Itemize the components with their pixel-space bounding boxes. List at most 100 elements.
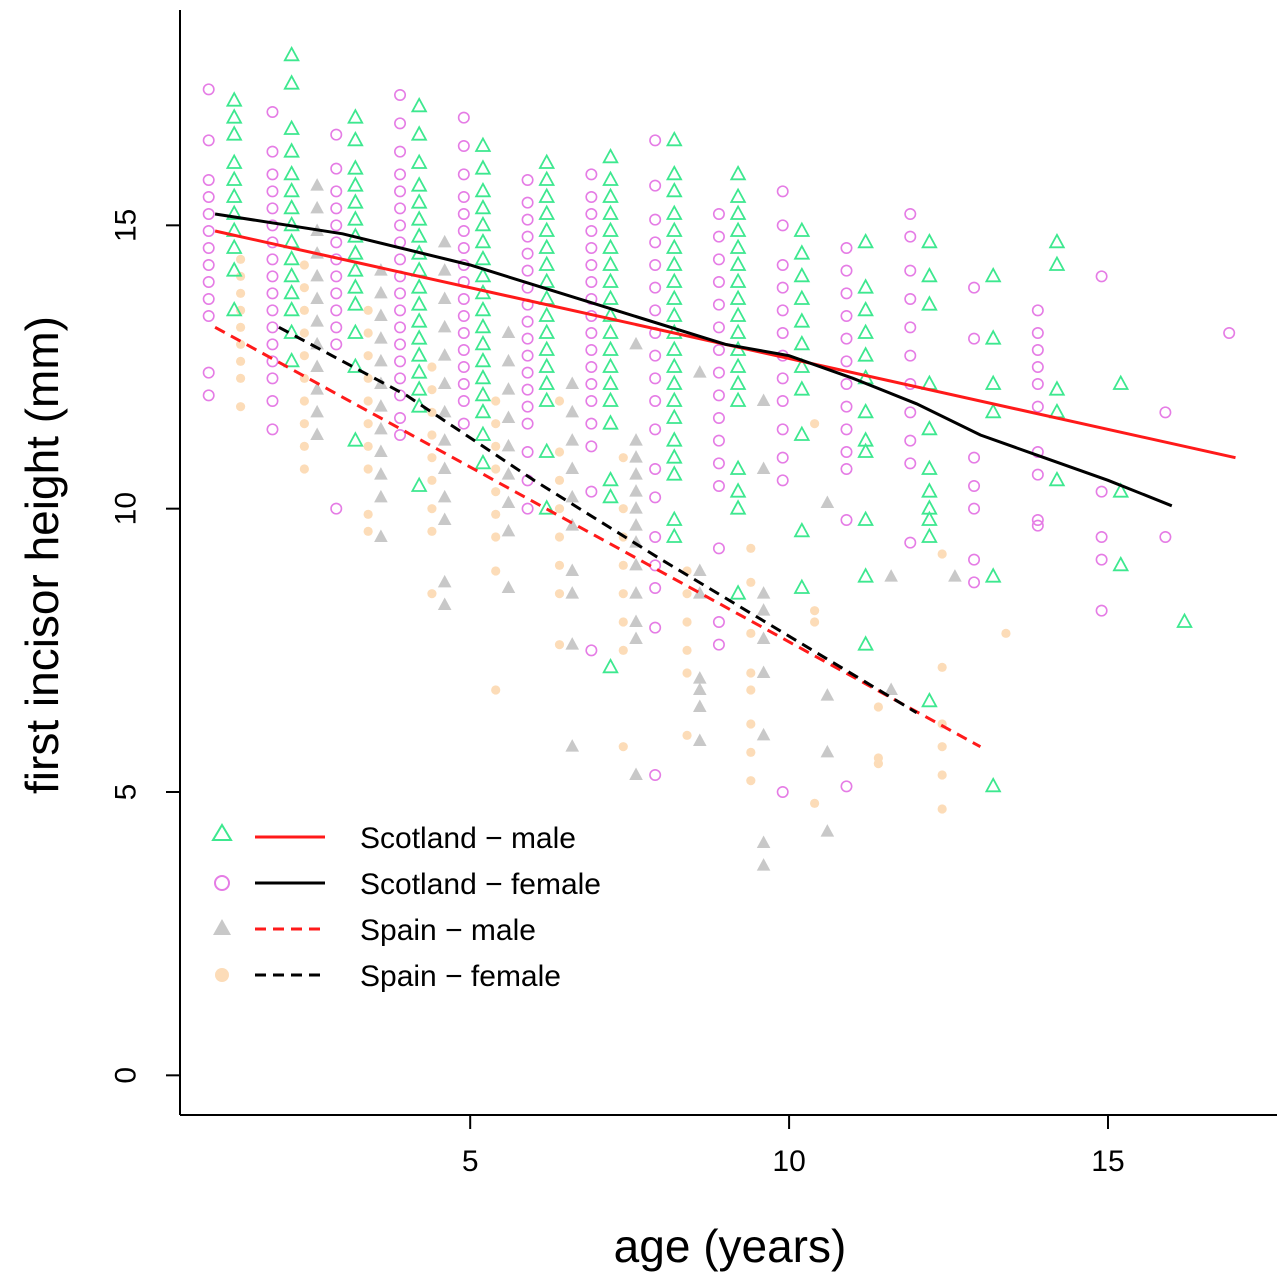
scotland-female-point bbox=[202, 292, 215, 305]
spain-male-point bbox=[374, 308, 388, 321]
scotland-male-point bbox=[225, 300, 243, 317]
scotland-female-point bbox=[202, 208, 215, 221]
scotland-male-point bbox=[538, 187, 556, 203]
scotland-female-point bbox=[202, 389, 215, 402]
scotland-female-point bbox=[394, 428, 407, 441]
scotland-female-point bbox=[712, 457, 725, 470]
scotland-male-point bbox=[225, 153, 243, 169]
scotland-male-point bbox=[665, 431, 683, 447]
scotland-male-point bbox=[665, 306, 683, 322]
scotland-female-point bbox=[457, 309, 470, 322]
scotland-male-point bbox=[283, 181, 300, 198]
scotland-female-point bbox=[266, 423, 279, 436]
scotland-male-point bbox=[347, 108, 364, 124]
spain-female-point bbox=[554, 475, 565, 485]
scotland-female-point bbox=[521, 247, 534, 260]
scotland-male-point bbox=[538, 272, 556, 288]
spain-female-point bbox=[937, 662, 947, 672]
scotland-female-point bbox=[904, 434, 917, 447]
scotland-female-point bbox=[904, 292, 917, 305]
y-tick-label: 0 bbox=[110, 1067, 143, 1084]
scotland-male-point bbox=[410, 380, 428, 396]
scotland-male-point bbox=[474, 317, 492, 334]
spain-male-point bbox=[565, 563, 580, 576]
scotland-male-point bbox=[225, 108, 243, 124]
scotland-female-point bbox=[457, 377, 470, 390]
spain-male-point bbox=[374, 399, 388, 412]
spain-male-point bbox=[374, 489, 388, 503]
scotland-male-point bbox=[410, 476, 428, 492]
scotland-female-point bbox=[394, 389, 407, 402]
spain-female-point bbox=[363, 464, 373, 474]
scotland-female-point bbox=[457, 191, 470, 204]
scotland-male-point bbox=[793, 312, 811, 328]
spain-male-point bbox=[756, 603, 771, 616]
scotland-female-point bbox=[585, 417, 598, 430]
scotland-female-point bbox=[585, 242, 598, 255]
scotland-male-point bbox=[283, 283, 300, 300]
scotland-male-point bbox=[538, 357, 556, 373]
scotland-male-point bbox=[602, 340, 619, 356]
spain-male-point bbox=[374, 467, 388, 480]
scotland-female-point bbox=[330, 162, 343, 175]
scotland-female-point bbox=[712, 275, 725, 288]
scotland-male-point bbox=[729, 272, 747, 288]
scotland-female-point bbox=[394, 89, 407, 102]
spain-male-point bbox=[565, 404, 580, 418]
y-axis-ticks: 0 5 10 15 bbox=[110, 209, 180, 1084]
scotland-female-point bbox=[649, 179, 662, 192]
spain-male-point bbox=[565, 586, 580, 599]
spain-male-point bbox=[437, 376, 452, 389]
spain-female-point bbox=[363, 373, 373, 383]
scotland-male-point bbox=[474, 266, 492, 283]
spain-female-point bbox=[427, 385, 437, 395]
scotland-female-point bbox=[457, 208, 470, 221]
spain-male-point bbox=[374, 353, 388, 367]
spain-female-point bbox=[810, 419, 820, 429]
spain-female-point bbox=[618, 617, 628, 627]
scotland-female-point bbox=[202, 242, 215, 255]
spain-female-point bbox=[682, 589, 692, 599]
y-tick-label: 5 bbox=[110, 784, 143, 801]
scotland-male-point bbox=[283, 74, 300, 90]
spain-female-point bbox=[746, 628, 756, 638]
spain-female-point bbox=[363, 419, 373, 429]
scotland-male-point bbox=[729, 289, 747, 305]
spain-male-point bbox=[310, 268, 324, 282]
scotland-male-point bbox=[410, 176, 428, 192]
scotland-male-point bbox=[729, 584, 747, 600]
scotland-male-point bbox=[410, 295, 428, 311]
scotland-female-point bbox=[840, 423, 853, 436]
scotland-male-point bbox=[984, 374, 1002, 390]
scotland-female-point bbox=[330, 338, 343, 351]
scotland-male-point bbox=[283, 45, 300, 62]
scotland-male-point bbox=[921, 527, 938, 543]
scotland-male-point bbox=[984, 266, 1002, 283]
scotland-female-point bbox=[202, 366, 215, 379]
spain-male-point bbox=[692, 365, 707, 378]
scotland-male-point bbox=[538, 221, 556, 237]
legend-label-spain-female: Spain − female bbox=[360, 960, 561, 993]
scotland-male-point bbox=[538, 170, 556, 186]
spain-male-point bbox=[501, 353, 516, 367]
scotland-male-point bbox=[729, 204, 747, 220]
scotland-female-point bbox=[521, 213, 534, 226]
scotland-female-point bbox=[394, 411, 407, 424]
spain-female-point bbox=[363, 526, 373, 536]
scotland-male-point bbox=[665, 164, 683, 181]
scotland-female-point bbox=[585, 326, 598, 339]
plot-points bbox=[202, 45, 1236, 871]
scotland-male-point bbox=[793, 578, 811, 594]
spain-male-fit-line bbox=[214, 325, 982, 749]
scotland-female-point bbox=[457, 140, 470, 153]
scotland-female-point bbox=[649, 304, 662, 317]
scotland-male-point bbox=[347, 176, 364, 192]
scotland-female-point bbox=[266, 202, 279, 215]
scotland-female-point bbox=[712, 208, 725, 221]
spain-male-point bbox=[310, 404, 324, 418]
scotland-female-point bbox=[1159, 530, 1172, 543]
spain-male-point bbox=[629, 450, 643, 463]
scotland-male-point bbox=[729, 187, 747, 203]
spain-female-point bbox=[554, 589, 565, 599]
scotland-male-point bbox=[538, 391, 556, 407]
